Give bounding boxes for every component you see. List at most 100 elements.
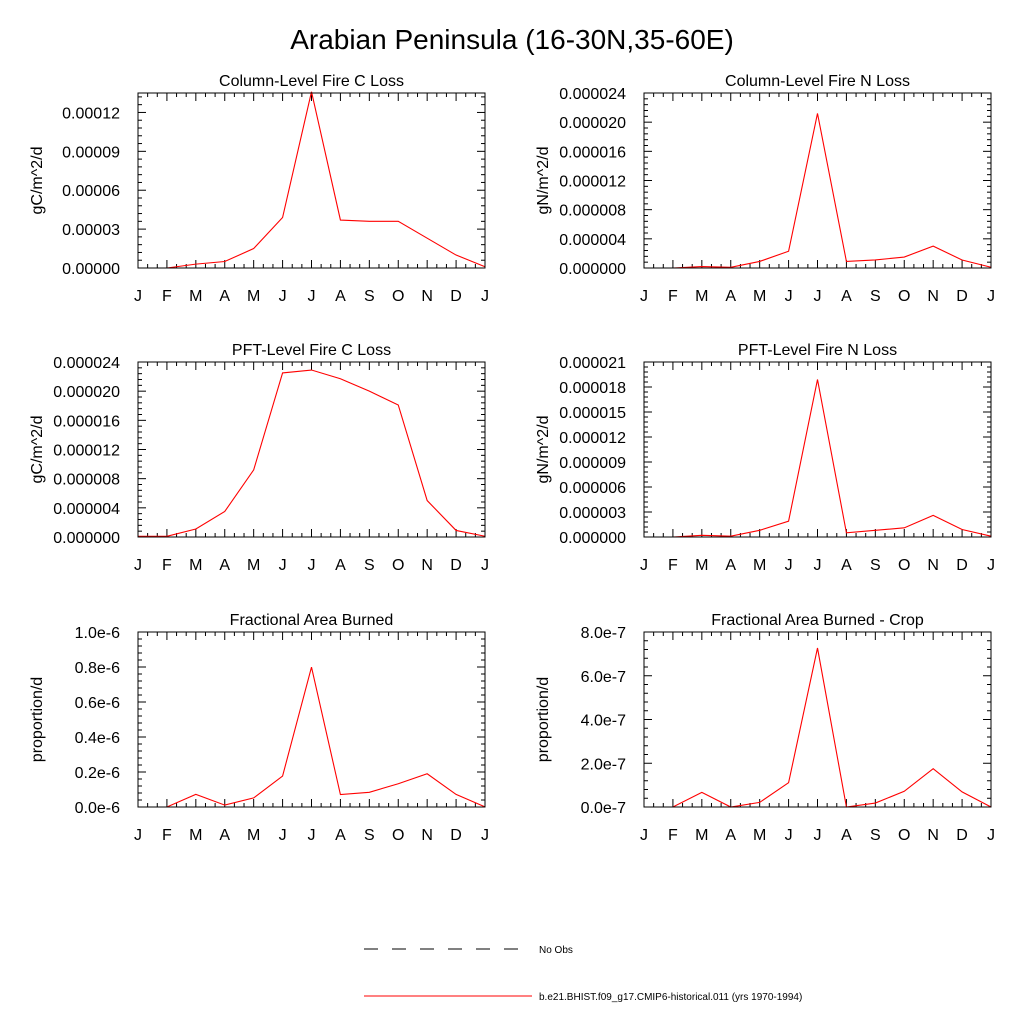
x-tick-label: S xyxy=(870,288,881,305)
y-tick-label: 0.000024 xyxy=(559,86,626,103)
x-tick-label: J xyxy=(134,557,142,574)
y-tick-label: 0.4e-6 xyxy=(75,730,120,747)
x-tick-label: J xyxy=(785,557,793,574)
x-tick-label: M xyxy=(753,557,766,574)
x-tick-label: F xyxy=(162,827,172,844)
x-tick-label: J xyxy=(814,288,822,305)
y-tick-label: 1.0e-6 xyxy=(75,625,120,642)
y-tick-label: 0.000008 xyxy=(53,472,120,489)
x-tick-label: D xyxy=(450,288,462,305)
x-tick-label: A xyxy=(725,827,736,844)
x-tick-label: N xyxy=(421,288,433,305)
panel-title: Fractional Area Burned xyxy=(230,612,394,629)
x-tick-label: O xyxy=(898,827,910,844)
x-tick-label: A xyxy=(841,557,852,574)
x-tick-label: M xyxy=(247,557,260,574)
plot-frame xyxy=(137,631,486,808)
y-tick-label: 0.00012 xyxy=(62,105,120,122)
x-tick-label: J xyxy=(640,288,648,305)
plot-frame xyxy=(643,361,992,538)
y-tick-label: 0.000003 xyxy=(559,505,626,522)
y-tick-label: 0.8e-6 xyxy=(75,660,120,677)
y-tick-label: 0.00006 xyxy=(62,183,120,200)
panel-title: Column-Level Fire C Loss xyxy=(219,73,404,90)
x-tick-label: A xyxy=(219,827,230,844)
plot-frame xyxy=(643,92,992,269)
y-axis-label: proportion/d xyxy=(29,677,46,762)
panel-6: Fractional Area Burned - Crop proportion/… xyxy=(535,612,995,844)
x-tick-label: J xyxy=(308,827,316,844)
x-tick-label: D xyxy=(450,827,462,844)
x-tick-label: N xyxy=(421,827,433,844)
y-axis-label: gC/m^2/d xyxy=(29,416,46,484)
x-tick-label: M xyxy=(695,288,708,305)
y-tick-label: 0.0e-6 xyxy=(75,800,120,817)
x-tick-label: M xyxy=(753,288,766,305)
x-tick-label: F xyxy=(162,557,172,574)
x-tick-label: A xyxy=(841,827,852,844)
x-tick-label: D xyxy=(956,288,968,305)
x-tick-label: M xyxy=(247,827,260,844)
x-tick-label: D xyxy=(450,557,462,574)
y-axis-label: gC/m^2/d xyxy=(29,147,46,215)
x-tick-label: J xyxy=(481,827,489,844)
x-tick-label: N xyxy=(927,288,939,305)
x-tick-label: M xyxy=(695,557,708,574)
x-tick-label: M xyxy=(189,557,202,574)
x-tick-label: A xyxy=(725,557,736,574)
x-tick-label: O xyxy=(392,827,404,844)
legend-model-label: b.e21.BHIST.f09_g17.CMIP6-historical.011… xyxy=(539,992,802,1003)
page-title: Arabian Peninsula (16-30N,35-60E) xyxy=(290,24,734,55)
y-tick-label: 0.000020 xyxy=(53,384,120,401)
x-tick-label: J xyxy=(279,557,287,574)
y-tick-label: 0.000016 xyxy=(559,144,626,161)
legend: No Obs b.e21.BHIST.f09_g17.CMIP6-histori… xyxy=(364,945,802,1003)
y-tick-label: 6.0e-7 xyxy=(581,669,626,686)
x-tick-label: J xyxy=(987,557,995,574)
x-tick-label: J xyxy=(987,827,995,844)
y-tick-label: 0.000024 xyxy=(53,355,120,372)
x-tick-label: J xyxy=(134,288,142,305)
y-tick-label: 0.000016 xyxy=(53,413,120,430)
series-line-1 xyxy=(138,667,486,808)
x-tick-label: O xyxy=(392,557,404,574)
x-tick-label: A xyxy=(219,288,230,305)
x-tick-label: M xyxy=(189,288,202,305)
x-tick-label: J xyxy=(785,827,793,844)
x-tick-label: J xyxy=(987,288,995,305)
y-tick-label: 0.000009 xyxy=(559,455,626,472)
x-tick-label: M xyxy=(695,827,708,844)
x-tick-label: S xyxy=(364,827,375,844)
y-tick-label: 0.000012 xyxy=(559,174,626,191)
y-tick-label: 0.6e-6 xyxy=(75,695,120,712)
y-axis-label: proportion/d xyxy=(535,677,552,762)
x-tick-label: O xyxy=(898,557,910,574)
x-tick-label: J xyxy=(814,827,822,844)
x-tick-label: M xyxy=(189,827,202,844)
y-tick-label: 0.000012 xyxy=(53,443,120,460)
series-line-1 xyxy=(644,379,992,538)
series-line-1 xyxy=(138,91,486,269)
y-tick-label: 0.000004 xyxy=(559,232,626,249)
y-tick-label: 0.000018 xyxy=(559,380,626,397)
y-tick-label: 0.000020 xyxy=(559,115,626,132)
x-tick-label: J xyxy=(279,288,287,305)
x-tick-label: J xyxy=(481,557,489,574)
x-tick-label: A xyxy=(841,288,852,305)
x-tick-label: D xyxy=(956,557,968,574)
y-tick-label: 0.000008 xyxy=(559,203,626,220)
y-tick-label: 0.000006 xyxy=(559,480,626,497)
y-tick-label: 0.00003 xyxy=(62,222,120,239)
panel-title: Column-Level Fire N Loss xyxy=(725,73,910,90)
x-tick-label: N xyxy=(421,557,433,574)
y-tick-label: 0.00000 xyxy=(62,261,120,278)
x-tick-label: S xyxy=(870,827,881,844)
x-tick-label: F xyxy=(668,827,678,844)
y-axis-label: gN/m^2/d xyxy=(535,147,552,215)
panel-title: PFT-Level Fire C Loss xyxy=(232,342,391,359)
x-tick-label: J xyxy=(308,557,316,574)
